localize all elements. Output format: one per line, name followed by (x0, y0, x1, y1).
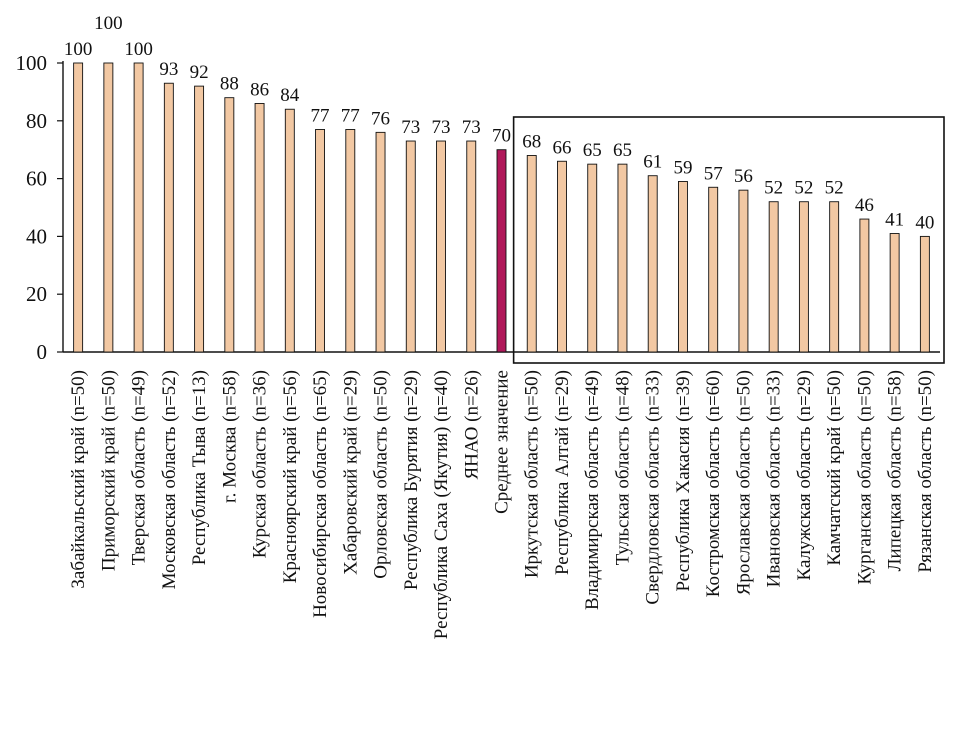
category-label-9: Хабаровский край (n=29) (340, 370, 361, 575)
value-label-24: 52 (794, 178, 813, 199)
value-label-14: 70 (492, 126, 511, 147)
bar-8 (315, 129, 326, 353)
value-label-11: 73 (401, 117, 420, 138)
value-label-6: 86 (250, 79, 269, 100)
category-label-21: Костромская область (n=60) (703, 370, 724, 597)
category-label-8: Новосибирская область (n=65) (310, 370, 331, 618)
bar-16 (557, 160, 567, 353)
y-tick-label-0: 0 (37, 340, 48, 364)
value-label-28: 40 (915, 212, 934, 233)
bar-10 (375, 131, 386, 353)
bar-11 (405, 140, 416, 353)
category-label-25: Камчатский край (n=50) (824, 370, 845, 566)
category-label-14: Среднее значение (492, 370, 513, 514)
bar-22 (738, 189, 749, 353)
bar-24 (798, 201, 809, 353)
bar-9 (345, 129, 356, 353)
bar-21 (708, 186, 719, 353)
category-label-1: Приморский край (n=50) (98, 370, 119, 571)
value-label-15: 68 (522, 131, 541, 152)
value-label-1: 100 (94, 13, 123, 34)
category-label-23: Ивановская область (n=33) (764, 370, 785, 587)
value-label-10: 76 (371, 108, 390, 129)
value-label-22: 56 (734, 166, 753, 187)
category-label-26: Курганская область (n=50) (854, 370, 875, 585)
bar-20 (677, 181, 688, 353)
category-label-6: Курская область (n=36) (250, 370, 271, 558)
category-label-19: Свердловская область (n=33) (643, 370, 664, 605)
value-label-18: 65 (613, 140, 632, 161)
bar-2 (133, 62, 144, 353)
value-label-0: 100 (64, 39, 93, 60)
value-label-12: 73 (432, 117, 451, 138)
value-label-4: 92 (190, 62, 209, 83)
category-label-18: Тульская область (n=48) (612, 370, 633, 565)
value-label-19: 61 (643, 152, 662, 173)
bar-25 (829, 201, 840, 353)
value-label-8: 77 (311, 105, 330, 126)
bar-5 (224, 97, 235, 353)
y-tick-label-20: 20 (26, 282, 47, 306)
bar-15 (526, 155, 537, 353)
category-label-10: Орловская область (n=50) (371, 370, 392, 579)
category-label-20: Республика Хакасия (n=39) (673, 370, 694, 592)
bar-1 (103, 62, 114, 353)
value-label-23: 52 (764, 178, 783, 199)
value-label-9: 77 (341, 105, 360, 126)
category-label-5: г. Москва (n=58) (219, 370, 240, 503)
y-tick-label-40: 40 (26, 224, 47, 248)
category-label-22: Ярославская область (n=50) (733, 370, 754, 595)
y-tick-label-100: 100 (16, 51, 48, 75)
category-label-16: Республика Алтай (n=29) (552, 370, 573, 575)
value-label-27: 41 (885, 210, 904, 231)
value-label-16: 66 (552, 137, 571, 158)
bar-4 (194, 85, 205, 353)
value-label-3: 93 (159, 59, 178, 80)
bar-23 (768, 201, 779, 353)
category-label-7: Красноярский край (n=56) (280, 370, 301, 583)
bar-19 (647, 175, 658, 353)
y-tick-label-80: 80 (26, 109, 47, 133)
bar-14 (496, 149, 507, 353)
category-label-17: Владимирская область (n=49) (582, 370, 603, 610)
category-label-12: Республика Саха (Якутия) (n=40) (431, 370, 452, 639)
value-label-21: 57 (704, 163, 723, 184)
bar-18 (617, 163, 628, 353)
category-label-0: Забайкальский край (n=50) (68, 370, 89, 589)
bar-28 (919, 235, 930, 353)
highlight-box (512, 116, 945, 364)
category-label-3: Московская область (n=52) (159, 370, 180, 589)
bar-3 (163, 82, 174, 353)
category-label-11: Республика Бурятия (n=29) (401, 370, 422, 590)
value-label-7: 84 (280, 85, 300, 106)
category-label-27: Липецкая область (n=58) (885, 370, 906, 571)
category-label-15: Иркутская область (n=50) (522, 370, 543, 578)
bar-0 (73, 62, 84, 353)
category-label-13: ЯНАО (n=26) (461, 370, 482, 480)
bar-17 (587, 163, 598, 353)
value-label-26: 46 (855, 195, 874, 216)
value-label-20: 59 (673, 157, 692, 178)
bar-27 (889, 233, 900, 353)
bar-7 (284, 108, 295, 353)
y-tick-label-60: 60 (26, 167, 47, 191)
category-label-28: Рязанская область (n=50) (915, 370, 936, 573)
bar-12 (436, 140, 446, 353)
value-label-5: 88 (220, 74, 239, 95)
bar-26 (859, 218, 870, 353)
value-label-2: 100 (124, 39, 153, 60)
value-label-13: 73 (462, 117, 481, 138)
bar-13 (466, 140, 477, 353)
value-label-17: 65 (583, 140, 602, 161)
bar-6 (254, 103, 265, 353)
value-label-25: 52 (825, 178, 844, 199)
category-label-2: Тверская область (n=49) (129, 370, 150, 565)
category-label-4: Республика Тыва (n=13) (189, 370, 210, 565)
category-label-24: Калужская область (n=29) (794, 370, 815, 580)
